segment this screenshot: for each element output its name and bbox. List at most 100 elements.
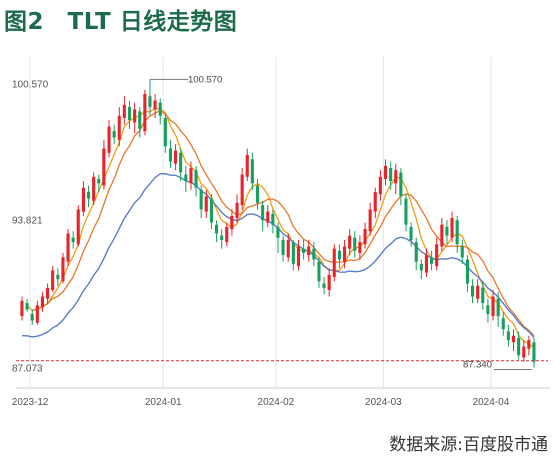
candle-body (276, 226, 280, 238)
candle-body (332, 248, 336, 277)
candle-body (107, 126, 111, 153)
candle-body (245, 155, 249, 177)
candle-body (517, 337, 521, 356)
x-tick-label: 2023-12 (12, 397, 49, 408)
y-tick-label: 100.570 (12, 79, 49, 90)
candle-body (353, 237, 357, 251)
candle-body (476, 285, 480, 299)
candle-body (255, 185, 259, 203)
candle-body (527, 340, 531, 349)
candle-body (281, 239, 285, 256)
candle-body (394, 170, 398, 184)
candle-body (225, 226, 229, 243)
low-value-label: 87.340 (463, 360, 492, 371)
x-tick-label: 2024-02 (258, 397, 295, 408)
y-tick-label: 93.821 (12, 215, 43, 226)
candle-body (409, 226, 413, 240)
candle-body (209, 198, 213, 223)
candles (20, 79, 536, 368)
candle-body (87, 192, 91, 199)
candle-body (378, 176, 382, 195)
candle-body (465, 259, 469, 284)
candle-body (486, 305, 490, 314)
candle-body (66, 233, 70, 262)
candle-body (158, 102, 162, 116)
candle-body (511, 335, 515, 343)
candle-body (138, 111, 142, 129)
candle-body (97, 178, 101, 184)
candle-body (133, 109, 137, 123)
candle-body (122, 104, 126, 118)
candle-body (501, 318, 505, 330)
candle-body (389, 168, 393, 182)
candle-body (92, 176, 96, 201)
candle-body (194, 170, 198, 188)
candle-body (291, 242, 295, 264)
candle-body (312, 248, 316, 260)
candle-body (179, 152, 183, 173)
x-axis: 2023-12 2024-01 2024-02 2024-03 2024-04 (12, 397, 510, 408)
candle-body (307, 246, 311, 256)
candle-body (337, 250, 341, 260)
candle-body (522, 346, 526, 358)
candle-body (343, 246, 347, 262)
candle-body (296, 246, 300, 267)
candle-body (235, 202, 239, 219)
candle-body (127, 107, 131, 121)
candle-body (81, 187, 85, 212)
candlestick-chart: 100.570 87.340 100.570 93.821 87.073 2023-1… (10, 53, 554, 416)
candle-body (399, 172, 403, 197)
data-source: 数据来源:百度股市通 (389, 435, 548, 455)
candle-body (102, 148, 106, 186)
candle-body (419, 263, 423, 271)
candle-body (51, 270, 55, 290)
figure-title: 图2 TLT 日线走势图 (4, 9, 238, 35)
candle-body (250, 159, 254, 184)
candle-body (271, 213, 275, 225)
annotations: 100.570 87.340 (150, 74, 532, 371)
candle-body (215, 224, 219, 234)
candle-body (76, 209, 80, 245)
candle-body (302, 248, 306, 253)
candle-body (348, 235, 352, 249)
candle-body (153, 100, 157, 110)
x-tick-label: 2024-01 (145, 397, 182, 408)
ma-long-line (21, 172, 535, 339)
candle-body (506, 331, 510, 341)
x-tick-label: 2024-03 (365, 397, 402, 408)
candle-body (46, 287, 50, 299)
candle-body (317, 261, 321, 282)
candle-body (491, 296, 495, 317)
candle-body (471, 285, 475, 297)
candle-body (168, 148, 172, 162)
candle-body (455, 220, 459, 245)
candle-body (148, 96, 152, 108)
candle-body (481, 287, 485, 303)
candle-body (61, 257, 65, 282)
candle-body (30, 314, 34, 321)
candle-body (266, 211, 270, 223)
candle-body (20, 300, 24, 317)
chart-canvas: 100.570 87.340 100.570 93.821 87.073 2023-1… (12, 57, 550, 408)
y-tick-label: 87.073 (12, 363, 43, 374)
candle-body (199, 189, 203, 210)
candle-body (383, 165, 387, 179)
candle-body (35, 305, 39, 323)
candle-body (430, 257, 434, 264)
candle-body (143, 94, 147, 131)
candle-body (204, 196, 208, 212)
candle-body (230, 216, 234, 230)
candle-body (71, 237, 75, 243)
candle-body (363, 229, 367, 245)
high-value-label: 100.570 (188, 74, 222, 85)
candle-body (174, 150, 178, 164)
candle-body (440, 224, 444, 247)
candle-body (163, 118, 167, 147)
ma-mid-line (32, 109, 535, 337)
candle-body (327, 274, 331, 290)
ma-short-line (26, 107, 535, 349)
candle-body (286, 239, 290, 258)
candle-body (496, 298, 500, 317)
candle-body (40, 296, 44, 308)
candle-body (532, 342, 536, 362)
